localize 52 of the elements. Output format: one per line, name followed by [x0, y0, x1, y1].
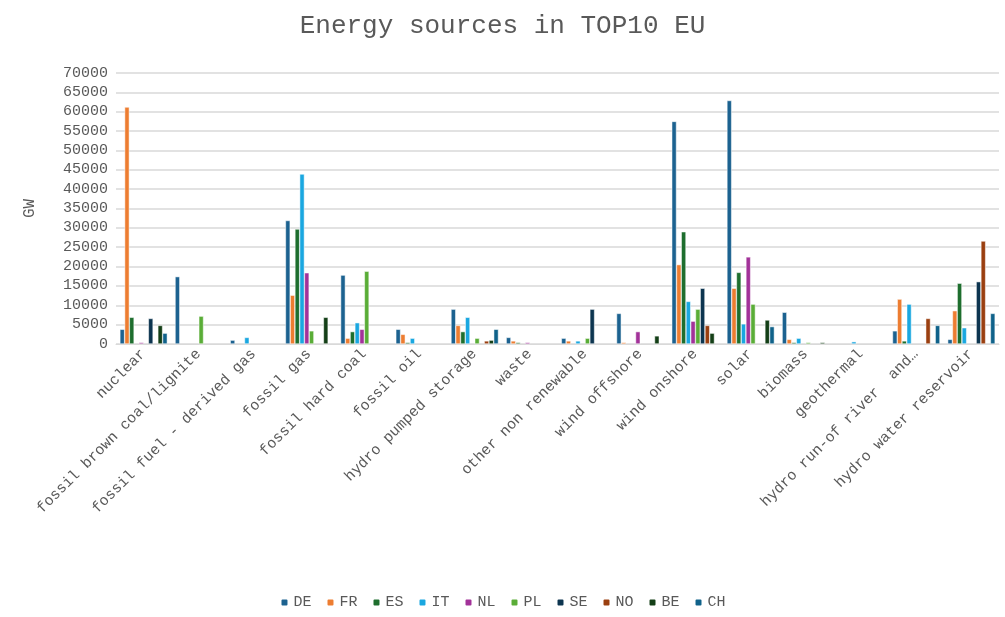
bar [935, 325, 940, 344]
legend-label: DE [293, 594, 312, 611]
bar [323, 317, 329, 344]
legend-label: PL [523, 594, 542, 611]
bar [198, 316, 204, 344]
bar [474, 338, 480, 344]
bar [980, 241, 986, 344]
bar [493, 329, 499, 344]
bar [616, 313, 622, 344]
legend-label: BE [661, 594, 680, 611]
bar [340, 275, 346, 344]
bar [635, 331, 641, 344]
y-tick-label: 55000 [62, 122, 108, 140]
y-tick-label: 70000 [62, 64, 108, 82]
y-tick-label: 65000 [62, 83, 108, 101]
bar [990, 313, 996, 344]
legend-label: NO [615, 594, 634, 611]
bar [654, 335, 660, 344]
bar [726, 100, 732, 344]
y-tick-label: 50000 [62, 141, 108, 159]
y-tick-label: 15000 [62, 277, 108, 295]
y-axis-title: GW [21, 198, 39, 219]
legend-label: SE [569, 594, 588, 611]
y-tick-label: 45000 [62, 161, 108, 179]
y-tick-label: 25000 [62, 238, 108, 256]
bar [561, 338, 567, 344]
legend-label: NL [477, 594, 496, 611]
legend-label: CH [707, 594, 726, 611]
bar [671, 121, 677, 344]
legend-label: IT [431, 594, 450, 611]
bar [484, 340, 489, 344]
bar [354, 322, 360, 344]
y-tick-label: 30000 [62, 219, 108, 237]
bar [244, 337, 250, 344]
y-tick-label: 40000 [62, 180, 108, 198]
y-tick-label: 0 [98, 335, 108, 353]
y-tick-label: 20000 [62, 258, 108, 276]
bar [575, 340, 581, 344]
y-tick-label: 35000 [62, 200, 108, 217]
y-tick-label: 60000 [62, 103, 108, 121]
legend-label: ES [385, 594, 404, 611]
bar [148, 318, 154, 344]
bar [230, 340, 235, 344]
legend-label: FR [339, 594, 358, 611]
bar [589, 309, 595, 344]
bar [925, 318, 931, 344]
y-tick-label: 10000 [62, 296, 108, 314]
chart-title: Energy sources in TOP10 EU [299, 11, 706, 41]
bar [906, 304, 912, 344]
y-tick-label: 5000 [71, 316, 108, 334]
bar [285, 220, 291, 344]
bar [175, 276, 180, 344]
